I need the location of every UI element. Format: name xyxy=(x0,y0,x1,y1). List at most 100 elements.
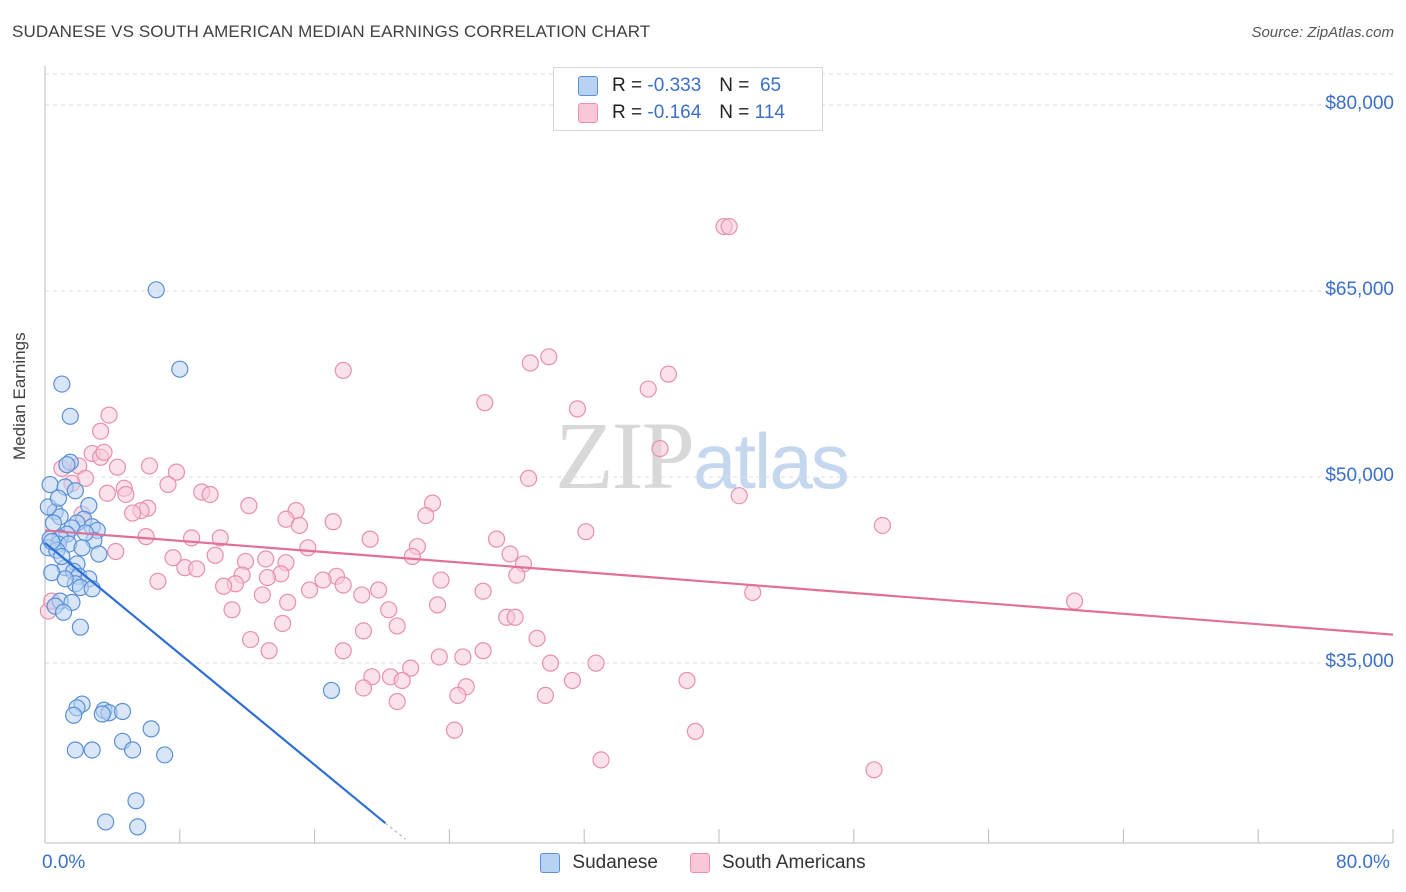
sudanese-point xyxy=(147,281,165,299)
legend-item-south-americans[interactable]: South Americans xyxy=(689,852,866,874)
south-americans-point xyxy=(474,582,492,600)
south-americans-point xyxy=(429,596,447,614)
south-americans-point xyxy=(577,523,595,541)
south-americans-point xyxy=(241,630,260,649)
sudanese-point xyxy=(66,482,84,500)
south-americans-point xyxy=(403,547,421,566)
south-americans-point xyxy=(98,484,116,502)
south-americans-point xyxy=(519,469,538,487)
south-americans-point xyxy=(563,671,582,690)
legend-item-sudanese[interactable]: Sudanese xyxy=(540,852,658,874)
watermark: ZIPatlas xyxy=(555,400,850,511)
south-americans-point xyxy=(211,529,229,547)
south-americans-point xyxy=(388,693,406,711)
r-label: R = xyxy=(612,75,643,96)
south-americans-point xyxy=(402,659,420,677)
trend-lines xyxy=(44,529,1394,840)
south-americans-point xyxy=(117,485,135,504)
south-americans-point xyxy=(501,545,519,563)
south-americans-point xyxy=(380,601,398,619)
sudanese-point xyxy=(156,746,174,764)
sudanese-point xyxy=(83,741,101,759)
watermark-zip: ZIP xyxy=(555,402,695,509)
south-americans-point xyxy=(474,642,492,660)
south-americans-point xyxy=(639,380,657,398)
x-tick-min: 0.0% xyxy=(42,852,86,873)
south-americans-point xyxy=(720,217,738,236)
sudanese-point xyxy=(124,741,142,759)
south-americans-point xyxy=(730,487,748,505)
chart-title: SUDANESE VS SOUTH AMERICAN MEDIAN EARNIN… xyxy=(12,22,651,41)
sudanese-point xyxy=(113,702,132,721)
south-americans-point xyxy=(167,463,186,481)
source-credit: Source: ZipAtlas.com xyxy=(1251,24,1394,41)
south-americans-point xyxy=(354,679,373,697)
south-americans-point xyxy=(592,751,610,769)
south-americans-point xyxy=(393,671,411,690)
south-americans-point xyxy=(149,572,167,590)
south-americans-points xyxy=(39,217,1084,779)
y-tick-label: $50,000 xyxy=(1325,465,1394,487)
sudanese-point xyxy=(61,407,79,425)
south-americans-point xyxy=(430,648,448,666)
south-americans-point xyxy=(536,686,555,705)
south-americans-point xyxy=(508,566,526,584)
legend-label: Sudanese xyxy=(572,852,658,873)
south-americans-point xyxy=(124,504,142,522)
south-americans-point xyxy=(540,348,558,366)
x-tick-max: 80.0% xyxy=(1336,852,1390,873)
south-americans-swatch xyxy=(689,853,710,873)
y-tick-label: $65,000 xyxy=(1325,279,1394,301)
south-americans-point xyxy=(487,530,506,548)
south-americans-point xyxy=(223,601,241,619)
south-americans-point xyxy=(290,516,309,535)
south-americans-point xyxy=(334,576,352,594)
south-americans-point xyxy=(100,406,118,424)
south-americans-point xyxy=(568,400,587,418)
sudanese-point xyxy=(142,720,160,738)
south-americans-point xyxy=(449,686,467,705)
south-americans-point xyxy=(240,497,258,515)
south-americans-point xyxy=(651,439,669,458)
axes xyxy=(44,66,1394,844)
south-americans-trend-line xyxy=(44,529,1394,636)
n-label: N = xyxy=(719,102,750,123)
south-americans-point xyxy=(506,608,524,626)
r-value: -0.333 xyxy=(647,75,702,96)
sudanese-point xyxy=(83,580,101,598)
sudanese-point xyxy=(58,456,76,474)
south-americans-point xyxy=(370,581,388,599)
south-americans-point xyxy=(257,550,275,568)
sudanese-point xyxy=(56,570,74,588)
sudanese-trend-line xyxy=(44,541,387,825)
sudanese-trend-extension xyxy=(384,822,406,840)
south-americans-point xyxy=(279,593,297,611)
south-americans-point xyxy=(353,586,371,604)
sudanese-points xyxy=(39,281,341,836)
south-americans-point xyxy=(445,721,464,739)
south-americans-point xyxy=(1065,592,1084,610)
sudanese-point xyxy=(49,489,68,507)
south-americans-point xyxy=(659,365,678,383)
r-label: R = xyxy=(612,102,643,123)
sudanese-point xyxy=(171,360,189,378)
south-americans-point xyxy=(686,722,705,740)
south-americans-point xyxy=(417,506,435,525)
south-americans-point xyxy=(873,516,892,535)
south-americans-point xyxy=(432,571,450,589)
south-americans-point xyxy=(678,671,696,690)
south-americans-point xyxy=(258,568,277,587)
south-americans-point xyxy=(273,614,292,633)
legend-row-sudanese: R = -0.333 N = 65 xyxy=(578,74,781,98)
south-americans-point xyxy=(260,642,278,660)
series-legend: Sudanese South Americans xyxy=(0,852,1406,874)
south-americans-point xyxy=(324,513,342,531)
south-americans-point xyxy=(454,648,472,666)
n-value: 65 xyxy=(759,75,782,96)
south-americans-point xyxy=(107,542,125,561)
south-americans-point xyxy=(587,654,605,672)
y-tick-label: $80,000 xyxy=(1325,93,1394,114)
south-americans-point xyxy=(137,528,155,546)
r-value: -0.164 xyxy=(647,102,702,123)
